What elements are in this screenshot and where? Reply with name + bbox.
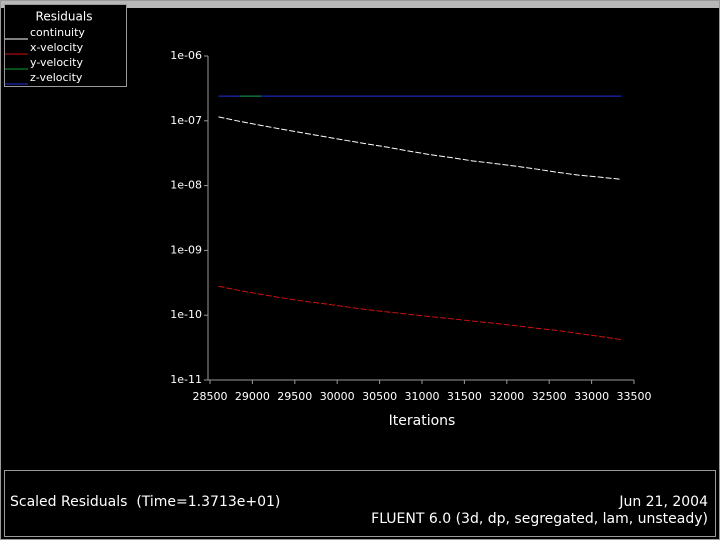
x-tick-label: 28500 (193, 390, 228, 403)
series-line (218, 116, 622, 180)
x-tick-label: 32500 (532, 390, 567, 403)
legend-title: Residuals (36, 10, 93, 24)
x-axis-label: Iterations (389, 413, 456, 429)
x-tick-label: 31000 (405, 390, 440, 403)
x-tick-label: 29000 (235, 390, 270, 403)
y-tick-label: 1e-09 (170, 243, 202, 256)
window-title-bar[interactable] (0, 0, 720, 8)
caption-title: Scaled Residuals (Time=1.3713e+01) (10, 494, 280, 510)
x-tick-label: 30000 (320, 390, 355, 403)
legend-box (4, 4, 127, 87)
legend-label: y-velocity (30, 56, 83, 69)
series-line (218, 285, 622, 341)
x-tick-label: 33000 (574, 390, 609, 403)
caption-date: Jun 21, 2004 (618, 494, 708, 510)
y-tick-label: 1e-06 (170, 49, 202, 62)
y-tick-label: 1e-08 (170, 179, 202, 192)
x-tick-label: 30500 (362, 390, 397, 403)
x-tick-label: 32000 (489, 390, 524, 403)
x-tick-label: 29500 (277, 390, 312, 403)
y-tick-label: 1e-07 (170, 114, 202, 127)
y-tick-label: 1e-11 (170, 373, 202, 386)
x-tick-label: 31500 (447, 390, 482, 403)
y-tick-label: 1e-10 (170, 308, 202, 321)
legend-label: z-velocity (30, 71, 83, 84)
legend-label: continuity (30, 26, 85, 39)
caption-version: FLUENT 6.0 (3d, dp, segregated, lam, uns… (371, 511, 708, 527)
legend-label: x-velocity (30, 41, 84, 54)
caption-panel (4, 470, 716, 537)
x-tick-label: 33500 (617, 390, 652, 403)
